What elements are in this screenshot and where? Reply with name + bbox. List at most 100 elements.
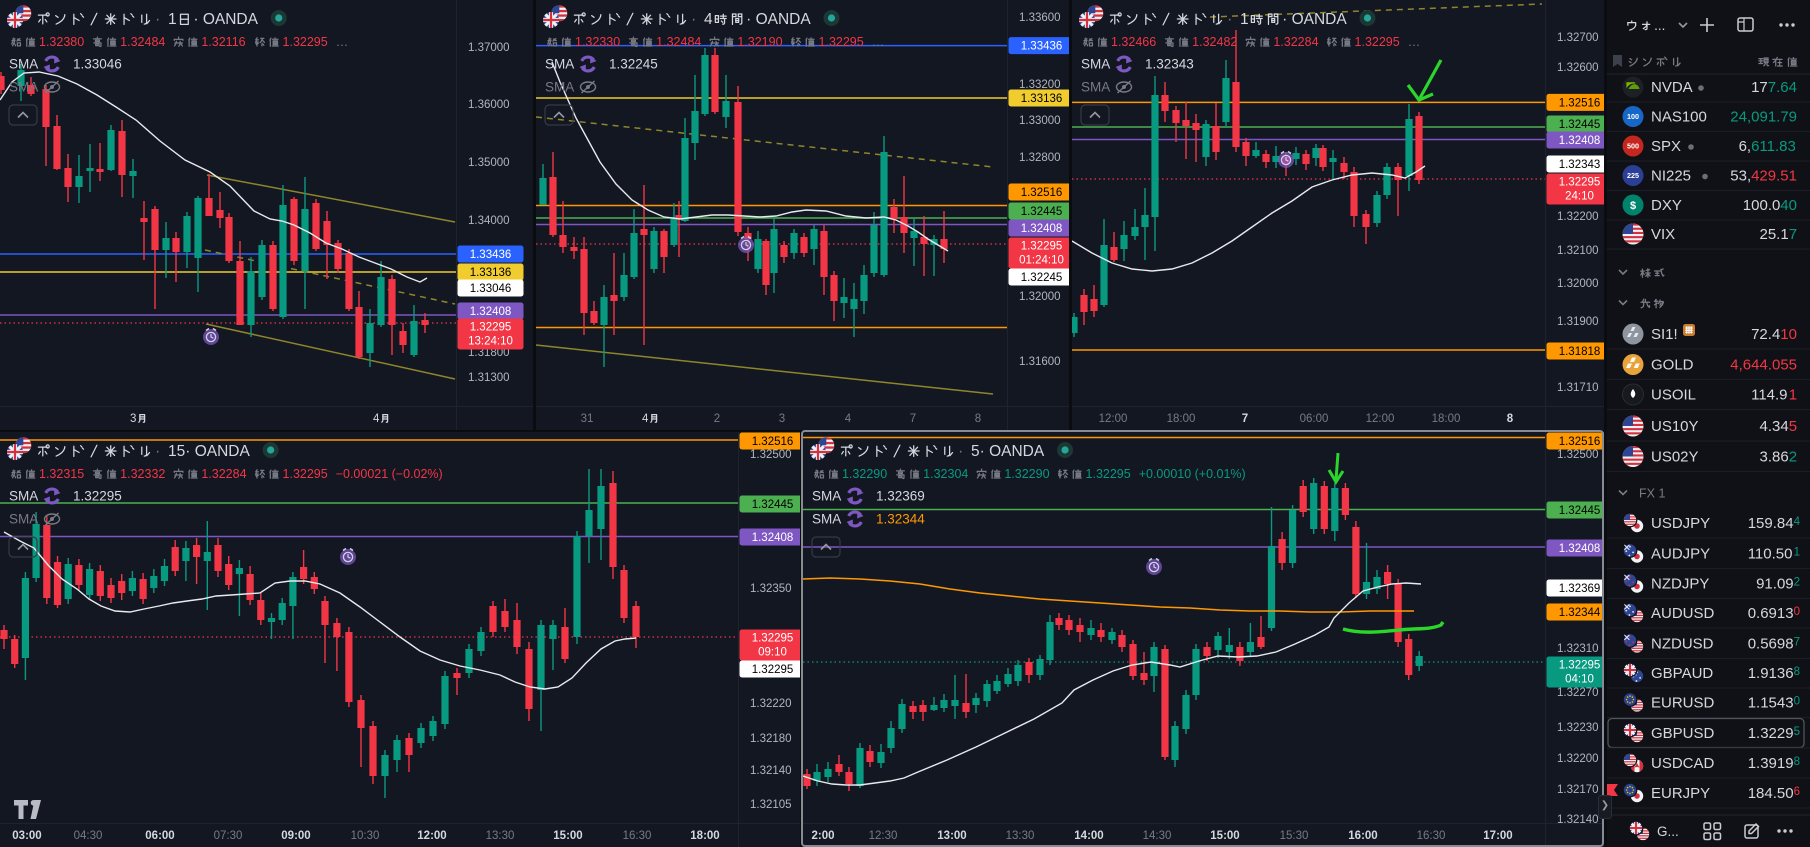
svg-text:1.32295: 1.32295 [819, 35, 864, 49]
svg-text:· OANDA: · OANDA [980, 443, 1045, 460]
svg-text:8: 8 [1794, 756, 1800, 768]
svg-text:159.84: 159.84 [1748, 515, 1794, 532]
svg-text:225: 225 [1627, 171, 1639, 180]
svg-text:3.86: 3.86 [1760, 449, 1789, 466]
svg-text:16:00: 16:00 [1348, 830, 1377, 842]
svg-text:16:30: 16:30 [1417, 830, 1446, 842]
svg-text:· OANDA: · OANDA [746, 11, 811, 28]
svg-text:5: 5 [1789, 418, 1797, 435]
svg-text:0: 0 [1794, 696, 1800, 708]
svg-text:1.32180: 1.32180 [750, 733, 792, 745]
svg-text:1: 1 [1794, 547, 1800, 559]
svg-text:15:00: 15:00 [1210, 830, 1239, 842]
svg-text:1.32295: 1.32295 [1021, 241, 1063, 253]
svg-text:1.32408: 1.32408 [1559, 543, 1601, 555]
svg-text:−0.00021 (−0.02%): −0.00021 (−0.02%) [336, 467, 443, 481]
svg-text:13:30: 13:30 [1006, 830, 1035, 842]
svg-text:611.83: 611.83 [1751, 138, 1796, 155]
svg-text:1.33436: 1.33436 [470, 249, 512, 261]
svg-text:1.32484: 1.32484 [120, 35, 165, 49]
svg-text:1.32200: 1.32200 [1557, 211, 1599, 223]
svg-text:500: 500 [1627, 142, 1639, 151]
svg-text:1.32304: 1.32304 [923, 467, 968, 481]
svg-text:1.32369: 1.32369 [876, 489, 925, 504]
svg-text:13:00: 13:00 [937, 830, 966, 842]
svg-text:1.32408: 1.32408 [470, 306, 512, 318]
svg-text:91.09: 91.09 [1756, 576, 1794, 593]
svg-text:5: 5 [1794, 726, 1800, 738]
svg-text:1.32220: 1.32220 [750, 698, 792, 710]
svg-text:1.32310: 1.32310 [1557, 643, 1599, 655]
svg-text:1.3919: 1.3919 [1748, 755, 1794, 772]
svg-text:1.32295: 1.32295 [470, 322, 512, 334]
svg-text:53,: 53, [1730, 168, 1751, 185]
svg-text:US10Y: US10Y [1651, 418, 1699, 435]
svg-text:1: 1 [1240, 11, 1249, 28]
svg-text:G...: G... [1657, 824, 1679, 839]
svg-text:3: 3 [779, 413, 785, 425]
svg-text:2: 2 [1789, 449, 1797, 466]
svg-text:1.32482: 1.32482 [1192, 35, 1237, 49]
svg-text:1.33600: 1.33600 [1019, 12, 1061, 24]
svg-text:06:00: 06:00 [1300, 413, 1329, 425]
svg-text:EURUSD: EURUSD [1651, 695, 1715, 712]
svg-text:SMA: SMA [9, 489, 38, 504]
svg-text:10: 10 [1780, 326, 1797, 343]
svg-text:40: 40 [1780, 197, 1797, 214]
svg-text:USDCAD: USDCAD [1651, 755, 1715, 772]
svg-text:1.32408: 1.32408 [1559, 135, 1601, 147]
svg-text:1.32330: 1.32330 [575, 35, 620, 49]
svg-text:1.32284: 1.32284 [1273, 35, 1318, 49]
svg-text:8: 8 [1507, 413, 1514, 425]
svg-text:15: 15 [168, 443, 185, 460]
svg-text:15:30: 15:30 [1280, 830, 1309, 842]
svg-text:1.32270: 1.32270 [1557, 687, 1599, 699]
svg-text:1: 1 [1789, 387, 1797, 404]
svg-text:18:00: 18:00 [1167, 413, 1196, 425]
svg-text:7: 7 [1794, 637, 1800, 649]
svg-text:1.32295: 1.32295 [752, 633, 794, 645]
svg-text:+0.00010 (+0.01%): +0.00010 (+0.01%) [1139, 467, 1246, 481]
svg-text:4: 4 [1794, 516, 1801, 528]
svg-text:·: · [691, 11, 696, 28]
svg-text:NAS100: NAS100 [1651, 109, 1707, 126]
svg-text:09:10: 09:10 [758, 647, 787, 659]
svg-text:1.31710: 1.31710 [1557, 382, 1599, 394]
svg-text:USOIL: USOIL [1651, 387, 1696, 404]
svg-text:1.32445: 1.32445 [1021, 206, 1063, 218]
svg-text:1.9136: 1.9136 [1748, 665, 1794, 682]
svg-text:03:00: 03:00 [12, 830, 41, 842]
svg-text:1.31300: 1.31300 [468, 372, 510, 384]
svg-text:1.32484: 1.32484 [656, 35, 701, 49]
svg-text:EURJPY: EURJPY [1651, 785, 1710, 802]
svg-text:1.32000: 1.32000 [1557, 278, 1599, 290]
svg-text:13:30: 13:30 [486, 830, 515, 842]
svg-text:4: 4 [704, 11, 713, 28]
svg-text:1.37000: 1.37000 [468, 42, 510, 54]
svg-text:1.32344: 1.32344 [1559, 607, 1601, 619]
svg-text:1.32516: 1.32516 [1021, 187, 1063, 199]
svg-text:·: · [1227, 11, 1232, 28]
svg-text:1.32245: 1.32245 [1021, 272, 1063, 284]
svg-text:SMA: SMA [9, 512, 38, 527]
svg-text:US02Y: US02Y [1651, 449, 1699, 466]
svg-text:SMA: SMA [545, 57, 574, 72]
svg-text:1.32445: 1.32445 [1559, 119, 1601, 131]
svg-text:1.32800: 1.32800 [1019, 152, 1061, 164]
svg-text:06:00: 06:00 [145, 830, 174, 842]
svg-text:1.32516: 1.32516 [752, 436, 794, 448]
svg-text:72.4: 72.4 [1751, 326, 1780, 343]
svg-text:1.33046: 1.33046 [73, 57, 122, 72]
svg-text:1.32284: 1.32284 [201, 467, 246, 481]
svg-text:NVDA: NVDA [1651, 79, 1693, 96]
svg-text:4: 4 [373, 413, 380, 425]
svg-text:16:30: 16:30 [623, 830, 652, 842]
svg-text:17: 17 [1751, 79, 1768, 96]
svg-text:4: 4 [845, 413, 852, 425]
svg-text:12:30: 12:30 [869, 830, 898, 842]
svg-text:SMA: SMA [545, 80, 574, 95]
svg-text:NZDUSD: NZDUSD [1651, 636, 1714, 653]
svg-text:1.31900: 1.31900 [1557, 316, 1599, 328]
svg-text:SMA: SMA [812, 489, 841, 504]
svg-text:25.1: 25.1 [1760, 226, 1789, 243]
